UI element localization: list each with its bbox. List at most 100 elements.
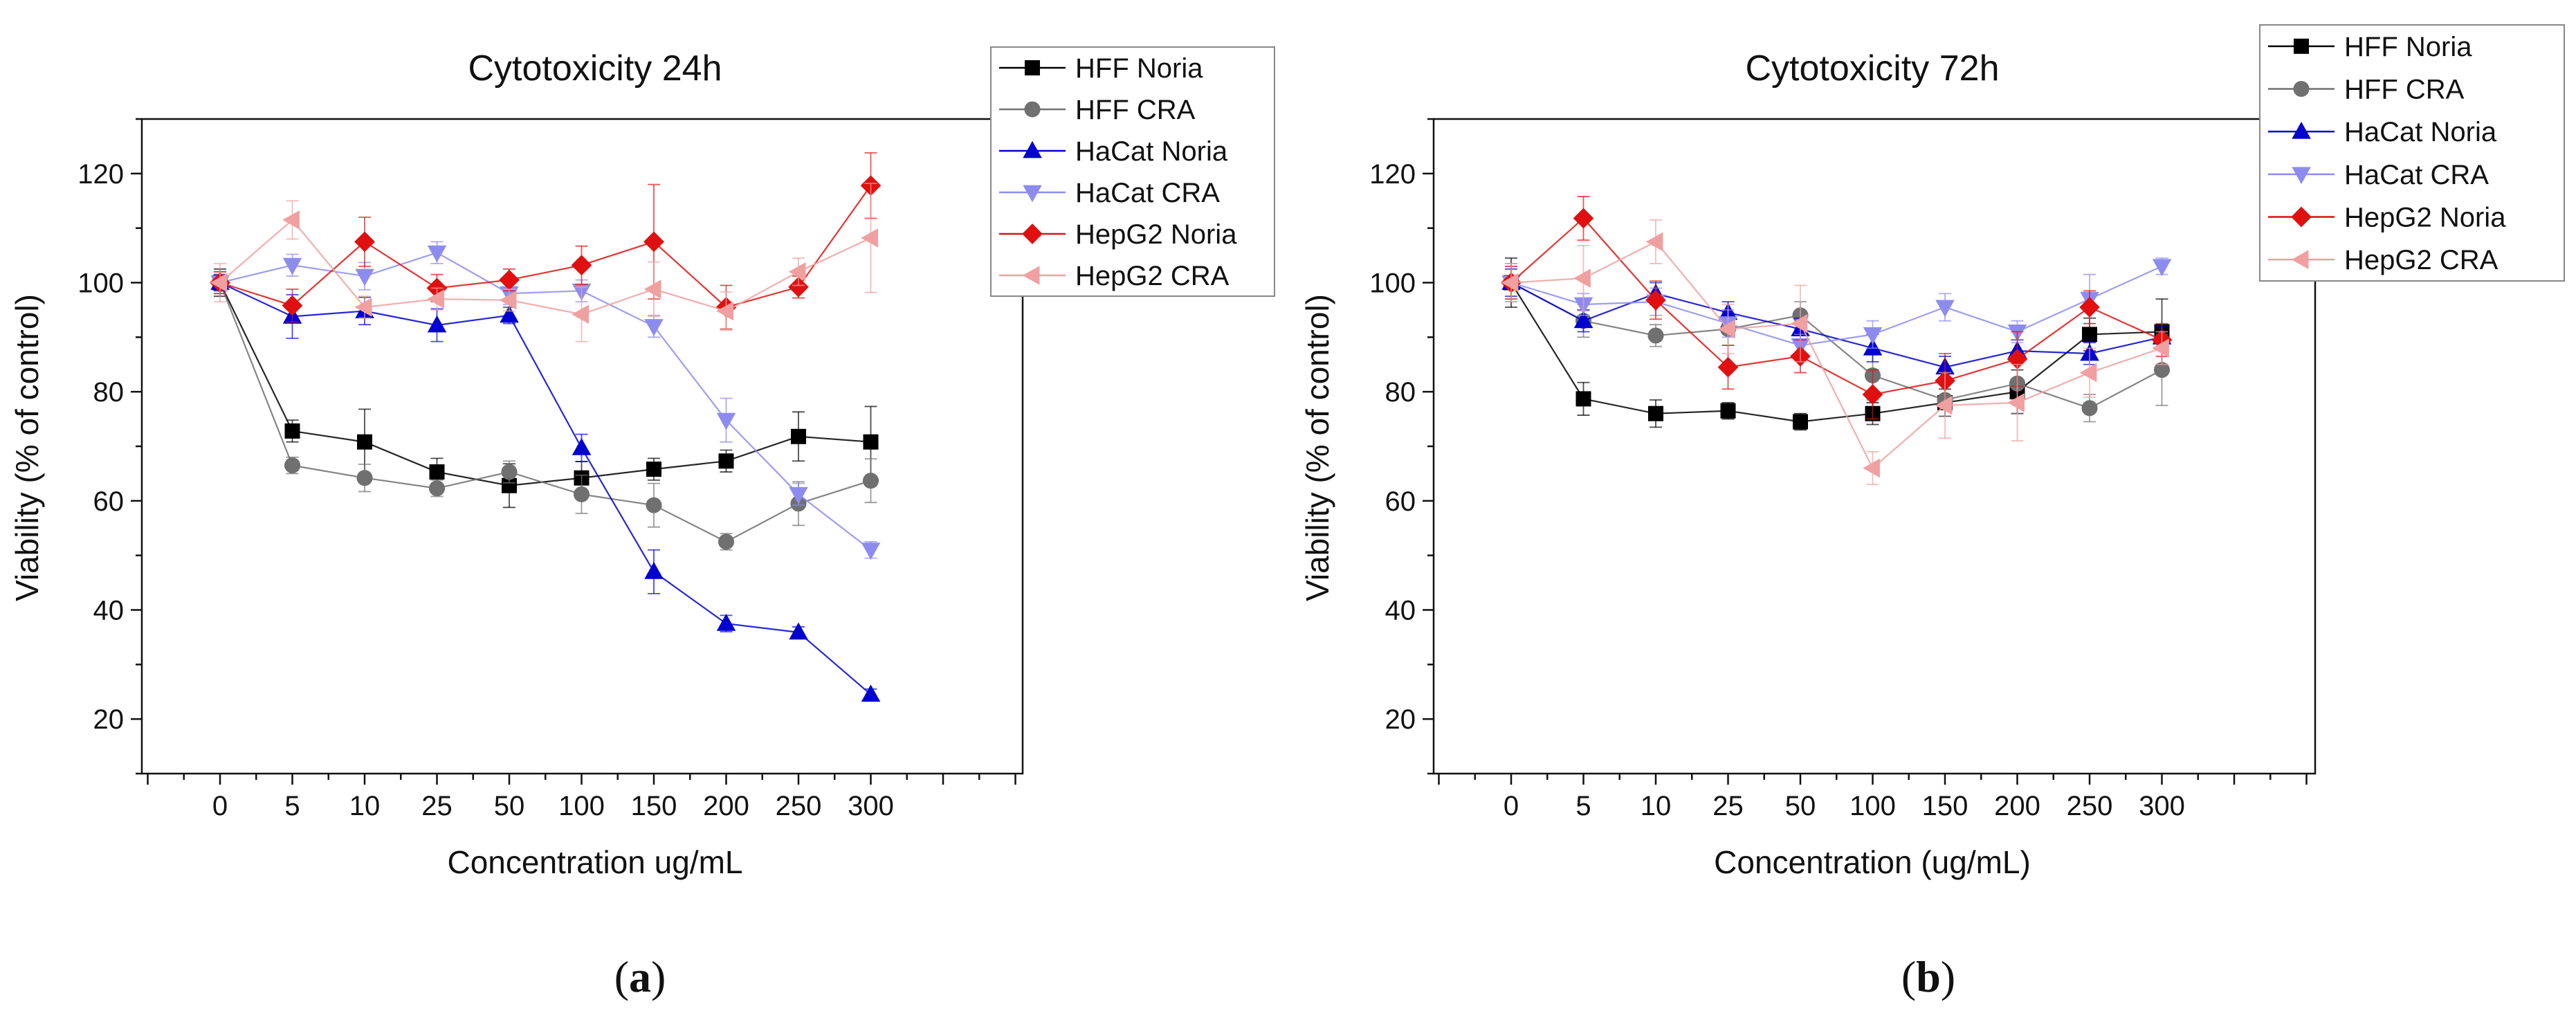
x-axis-label: Concentration ug/mL [447,844,742,880]
data-point [1501,273,1519,293]
data-point [643,231,664,253]
x-tick-label: 5 [284,791,300,821]
data-point [1720,403,1736,419]
data-point [357,434,372,450]
legend-box [2259,24,2565,282]
data-point [1863,327,1883,345]
y-tick-label: 40 [93,596,125,626]
y-tick-label: 20 [93,704,125,735]
data-point [499,291,517,310]
chart-24h: Cytotoxicity 24h Viability (% of control… [9,46,1275,880]
data-point [646,497,662,513]
legend-marker [2294,38,2309,54]
x-tick-label: 200 [703,791,749,821]
x-tick-label: 0 [212,791,228,821]
legend-entry: HepG2 CRA [2268,245,2499,275]
legend-marker [2292,167,2311,185]
legend: HFF Noria HFF CRA HaCat Noria HaCat CRA HepG… [990,46,1275,297]
legend-label: HFF CRA [1075,95,1196,125]
series [1503,263,2171,423]
series [1501,268,2172,379]
data-point [861,542,881,560]
data-point [572,304,589,324]
data-point [1935,300,1955,318]
data-point [1648,405,1663,421]
data-point [2079,297,2100,318]
data-point [1573,208,1594,229]
legend-label: HaCat Noria [2344,117,2497,147]
data-point [572,438,592,455]
legend-marker [2292,121,2311,139]
legend-label: HepG2 CRA [1075,261,1230,291]
legend-entry: HaCat Noria [2268,117,2497,147]
series-line [1510,240,2162,470]
legend-entry: HaCat CRA [999,178,1220,208]
chart-title: Cytotoxicity 24h [468,48,722,89]
x-tick-label: 25 [421,791,453,821]
legend-entry: HepG2 CRA [999,261,1230,291]
legend-entry: HepG2 Noria [2268,203,2506,233]
data-point [716,613,736,631]
series-line [219,219,871,316]
series [212,271,879,551]
legend-label: HaCat CRA [2344,160,2489,190]
data-point [1645,232,1663,252]
x-tick-label: 10 [349,791,381,821]
x-tick-label: 5 [1575,791,1591,821]
data-point [2081,400,2098,417]
legend-marker [2293,80,2310,98]
x-tick-label: 50 [494,791,525,821]
data-point [427,245,447,263]
data-point [2079,363,2097,383]
data-point [791,428,806,444]
series [1501,257,2172,357]
x-tick-label: 10 [1641,791,1672,821]
legend-marker [2291,206,2312,228]
x-tick-label: 25 [1712,791,1744,821]
data-point [716,301,733,321]
series-line [219,251,872,551]
data-point [354,231,375,253]
data-point [500,305,519,323]
data-point [2007,393,2025,412]
data-point [716,412,736,430]
y-tick-label: 80 [1385,377,1416,408]
legend-label: HepG2 Noria [1075,219,1237,250]
data-point [502,477,517,493]
data-point [2153,362,2171,378]
legend-marker [1023,185,1042,203]
y-tick-label: 120 [1369,159,1416,190]
data-point [427,289,444,309]
data-point [1862,384,1883,405]
data-point [1573,268,1591,288]
legend-entry: HFF Noria [2268,32,2472,62]
series-line [219,282,872,695]
data-point [284,423,300,439]
data-point [2082,327,2097,343]
legend-marker [1022,223,1043,244]
y-tick-label: 100 [77,268,124,299]
series [212,268,879,509]
plot-area: 20 40 60 80 100 120 0 5 10 25 50 100 150 200 250 300 [1369,118,2317,821]
y-tick-label: 40 [1385,596,1416,626]
legend-entry: HFF CRA [999,95,1196,125]
x-tick-label: 300 [848,791,894,821]
data-point [282,257,302,275]
legend-entry: HFF CRA [2268,75,2465,105]
data-point [2152,259,2172,277]
data-point [1935,396,1953,415]
legend-label: HaCat Noria [1075,136,1228,167]
data-point [429,464,445,480]
data-point [1718,319,1735,339]
series [210,183,878,343]
legend-label: HepG2 Noria [2344,203,2506,233]
legend-marker [1024,101,1041,118]
y-tick-label: 60 [1385,486,1416,517]
legend-label: HaCat CRA [1075,178,1220,208]
y-tick-label: 80 [93,377,125,408]
data-point [1645,289,1666,311]
legend-label: HepG2 CRA [2344,245,2499,275]
legend-marker [1025,60,1040,75]
data-point [282,210,300,230]
